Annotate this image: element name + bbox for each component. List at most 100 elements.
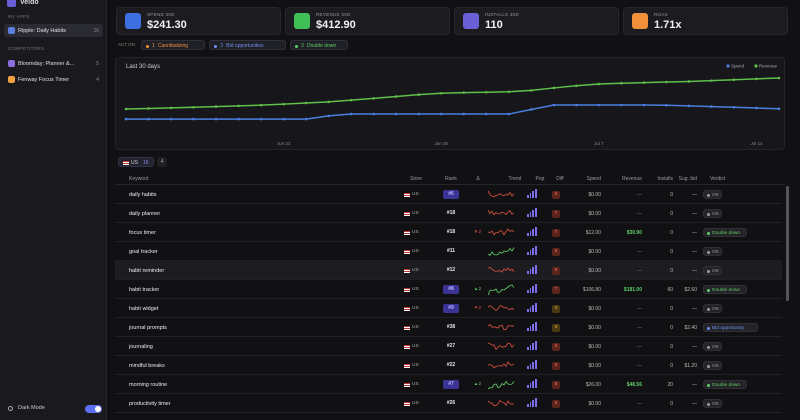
chip-dot <box>295 44 298 48</box>
column-header: Diff <box>556 176 564 182</box>
suggested-bid: — <box>692 248 697 255</box>
filter-extra[interactable]: 4 <box>157 157 167 167</box>
flag <box>404 306 410 311</box>
column-header: Sug. bid <box>678 176 697 182</box>
data-point <box>507 112 511 116</box>
nav-item[interactable]: Ripple: Daily Habits 16 <box>4 24 103 37</box>
table-row[interactable]: daily habits US #6 6 $0.00 — 0 — OK <box>115 185 782 204</box>
pop-bar <box>532 267 534 274</box>
verdict-icon <box>707 213 710 216</box>
flag <box>404 230 410 235</box>
verdict-chip[interactable]: OK <box>703 266 723 275</box>
revenue: — <box>637 324 642 331</box>
verdict-chip[interactable]: Bid opportunity <box>703 323 758 332</box>
table-row[interactable]: mindful breaks US #22 6 $0.00 — 0 $1.20 OK <box>115 356 782 375</box>
section-label: MY APPS <box>8 14 30 19</box>
data-point <box>597 82 601 86</box>
kpi-card: SPEND 30D $241.30 <box>116 7 281 35</box>
chip-text: Cannibalizing <box>158 43 189 49</box>
store: US <box>412 267 419 273</box>
rank-delta: ▴ 2 <box>474 286 482 292</box>
verdict-chip[interactable]: OK <box>703 342 723 351</box>
act-on-label: ACT ON <box>118 42 135 47</box>
action-chip[interactable]: 1 Cannibalizing <box>141 40 206 50</box>
table-row[interactable]: goal tracker US #11 6 $0.00 — 0 — OK <box>115 242 782 261</box>
action-chip[interactable]: 3 Bid opportunities <box>209 40 286 50</box>
verdict-chip[interactable]: Double down <box>703 285 747 294</box>
pop-bar <box>534 265 537 274</box>
rank-badge: #22 <box>446 362 456 368</box>
table-row[interactable]: productivity timer US #26 6 $0.00 — 0 — OK <box>115 394 782 413</box>
flag <box>404 363 410 368</box>
action-chip[interactable]: 3 Double down <box>290 40 349 50</box>
verdict-icon <box>707 289 710 292</box>
table-row[interactable]: focus timer US #18 ▾ 2 7 $12.00 $30.90 0 — Double… <box>115 223 782 242</box>
verdict-chip[interactable]: OK <box>703 190 723 199</box>
nav-item[interactable]: Fenway Focus Timer 4 <box>4 73 103 86</box>
pop-bar <box>529 383 532 388</box>
data-point <box>484 90 488 94</box>
data-point <box>484 112 488 116</box>
keyword: goal tracker <box>129 248 158 255</box>
suggested-bid: — <box>692 381 697 388</box>
rank-badge: #8 <box>443 285 459 294</box>
table-row[interactable]: morning routine US #7 ▴ 2 6 $26.00 $48.56 20 — Do… <box>115 375 782 394</box>
trend-sparkline <box>488 246 515 256</box>
rank-badge: #9 <box>443 304 459 313</box>
pop-bar <box>527 366 529 369</box>
verdict-chip[interactable]: Double down <box>703 380 747 389</box>
verdict-chip[interactable]: OK <box>703 304 723 313</box>
app-count: 16 <box>93 27 99 34</box>
keyword: habit widget <box>129 305 159 312</box>
section-label: COMPETITORS <box>8 46 45 51</box>
suggested-bid: — <box>692 305 697 312</box>
pop-bar <box>527 309 529 312</box>
data-point <box>147 107 150 110</box>
rank-badge: #26 <box>446 400 456 406</box>
installs: 0 <box>670 267 673 274</box>
verdict-chip[interactable]: OK <box>703 247 723 256</box>
table-row[interactable]: habit tracker US #8 ▴ 2 7 $106.80 $181.00 60 $2.… <box>115 280 782 299</box>
chip-text: Bid opportunities <box>226 43 264 49</box>
kpi-icon <box>294 13 310 29</box>
scrollbar <box>786 186 789 301</box>
verdict-chip[interactable]: OK <box>703 361 723 370</box>
table-row[interactable]: journal prompts US #38 4 $0.00 — 0 $2.40 Bid opp… <box>115 318 782 337</box>
pop-bar <box>532 210 534 217</box>
sparkline-path <box>488 342 515 350</box>
rank-delta: ▾ 2 <box>474 229 482 235</box>
store: US <box>412 324 419 330</box>
flag <box>404 325 410 330</box>
table-row[interactable]: habit reminder US #12 6 $0.00 — 0 — OK <box>115 261 782 280</box>
keyword: journal prompts <box>129 324 167 331</box>
diff-badge: 6 <box>552 380 560 389</box>
flag <box>404 382 410 387</box>
data-point <box>304 101 308 105</box>
column-header: Δ <box>476 176 480 182</box>
pop-bar <box>532 324 534 331</box>
table-row[interactable]: journaling US #27 6 $0.00 — 0 — OK <box>115 337 782 356</box>
legend-label: Revenue <box>759 64 778 69</box>
verdict-chip[interactable]: Double down <box>703 228 747 237</box>
nav-item[interactable]: Bloomday: Planner &... 5 <box>4 57 103 70</box>
spend: $0.00 <box>588 362 601 369</box>
table-row[interactable]: daily planner US #18 7 $0.00 — 0 — OK <box>115 204 782 223</box>
rank-badge: #18 <box>446 229 456 235</box>
pop-bar <box>529 288 532 293</box>
data-point <box>282 117 285 121</box>
pop-bar <box>534 189 537 198</box>
filter-chip[interactable]: US 16 <box>118 157 154 167</box>
trend-sparkline <box>488 380 515 389</box>
revenue: — <box>637 267 642 274</box>
dark-mode-toggle[interactable] <box>85 405 102 413</box>
verdict-chip[interactable]: OK <box>703 209 723 218</box>
flag <box>404 268 410 273</box>
data-point <box>665 80 668 84</box>
pop-bar <box>532 286 534 293</box>
trend-sparkline <box>488 227 515 236</box>
table-row[interactable]: habit widget US #9 ▾ 2 4 $0.00 — 0 — OK <box>115 299 782 318</box>
column-header: Revenue <box>621 176 642 182</box>
verdict-chip[interactable]: OK <box>703 399 723 408</box>
data-point <box>710 79 713 82</box>
kpi-value: $241.30 <box>147 19 187 31</box>
